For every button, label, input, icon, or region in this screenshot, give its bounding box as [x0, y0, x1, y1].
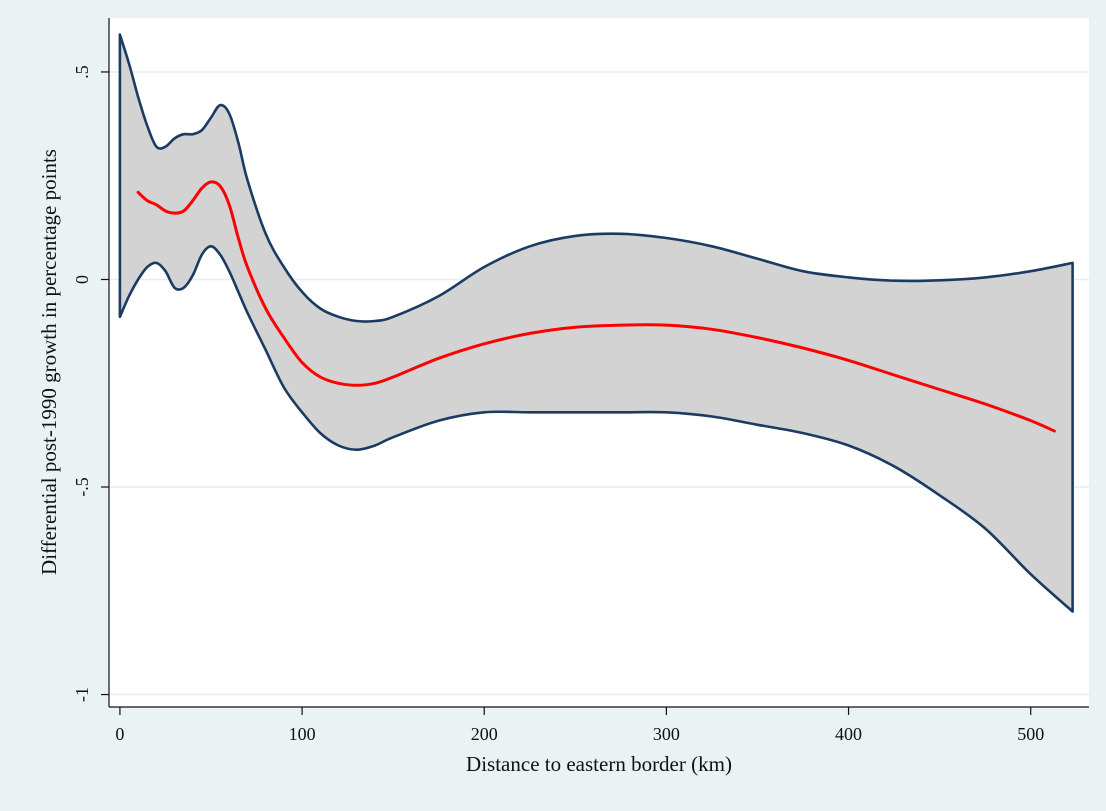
series-line-0: [136, 180, 1056, 433]
x-axis-ticks: 0 100 200 300 400 500: [115, 707, 1044, 744]
confidence-band-area: [118, 33, 1074, 613]
x-tick-label: 0: [115, 724, 124, 744]
x-tick-label: 500: [1017, 724, 1044, 744]
x-tick-label: 200: [471, 724, 498, 744]
y-axis-ticks: -1 -.5 0 .5: [72, 65, 109, 702]
x-tick-label: 100: [289, 724, 316, 744]
x-tick-label: 400: [835, 724, 862, 744]
y-axis-title: Differential post-1990 growth in percent…: [37, 149, 61, 575]
x-axis-title: Distance to eastern border (km): [466, 752, 732, 776]
y-tick-label: -1: [72, 687, 92, 702]
series-layer: [136, 180, 1056, 433]
x-tick-label: 300: [653, 724, 680, 744]
y-tick-label: 0: [72, 275, 92, 284]
y-tick-label: .5: [72, 65, 92, 79]
confidence-band: [118, 33, 1074, 613]
y-tick-label: -.5: [72, 477, 92, 497]
